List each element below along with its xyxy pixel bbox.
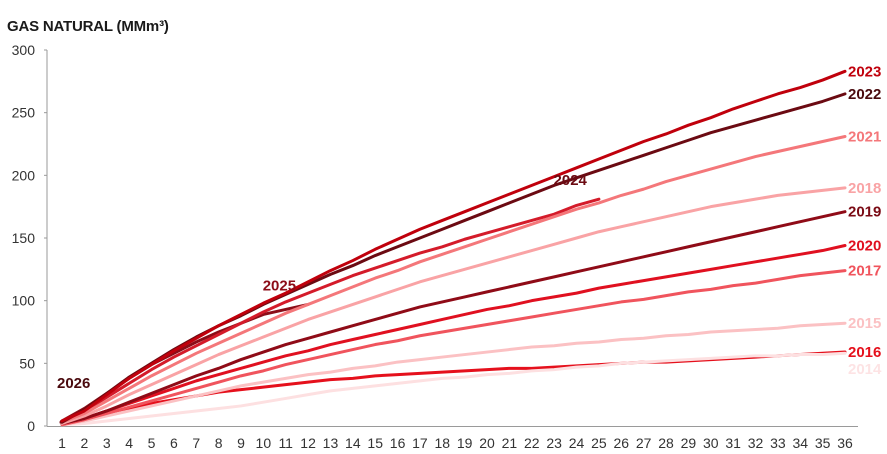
x-tick-label: 7 [192, 435, 200, 451]
series-line-2021 [60, 134, 847, 424]
x-tick-label: 31 [725, 435, 741, 451]
series-label-2024: 2024 [554, 172, 588, 189]
series-label-2021: 2021 [848, 128, 881, 145]
series-line-2017 [60, 269, 847, 427]
x-tick-label: 17 [412, 435, 428, 451]
x-tick-label: 9 [237, 435, 245, 451]
x-tick-label: 2 [80, 435, 88, 451]
series-label-2026: 2026 [57, 375, 90, 392]
x-tick-label: 5 [148, 435, 156, 451]
y-tick-label: 250 [12, 105, 36, 121]
series-label-2018: 2018 [848, 180, 881, 197]
x-tick-label: 12 [300, 435, 316, 451]
series-line-2023 [60, 69, 847, 423]
x-tick-label: 15 [367, 435, 383, 451]
x-tick-label: 23 [546, 435, 562, 451]
x-tick-label: 26 [613, 435, 629, 451]
x-tick-label: 19 [457, 435, 473, 451]
x-tick-label: 16 [390, 435, 406, 451]
series-label-2022: 2022 [848, 86, 881, 103]
x-tick-label: 28 [658, 435, 674, 451]
x-tick-label: 36 [837, 435, 853, 451]
series-label-2023: 2023 [848, 63, 881, 80]
x-tick-label: 11 [278, 435, 293, 451]
x-tick-label: 24 [569, 435, 585, 451]
y-tick-label: 100 [12, 293, 36, 309]
x-tick-label: 32 [748, 435, 764, 451]
series-line-2020 [60, 244, 847, 425]
series-line-2014 [60, 351, 847, 427]
x-tick-label: 10 [256, 435, 272, 451]
x-tick-label: 21 [502, 435, 518, 451]
series-line-2019 [60, 210, 847, 425]
series-label-2014: 2014 [848, 361, 882, 378]
series-line-2024 [60, 197, 601, 423]
x-tick-label: 25 [591, 435, 607, 451]
chart-title: GAS NATURAL (MMm³) [7, 18, 169, 35]
series-line-2015 [60, 321, 847, 427]
series-labels: 2023 2022 2021 2018 2019 2020 2017 2015 20142016… [57, 63, 882, 392]
y-tick-label: 0 [27, 418, 35, 434]
x-tick-label: 30 [703, 435, 719, 451]
series-lines [59, 69, 847, 427]
y-tick-label: 150 [12, 230, 36, 246]
series-label-2020: 2020 [848, 238, 881, 255]
y-tick-label: 200 [12, 167, 36, 183]
x-tick-label: 8 [215, 435, 223, 451]
x-tick-label: 35 [815, 435, 831, 451]
x-tick-label: 27 [636, 435, 652, 451]
series-label-2025: 2025 [263, 277, 296, 294]
series-label-2015: 2015 [848, 315, 881, 332]
x-tick-label: 22 [524, 435, 540, 451]
x-tick-label: 29 [681, 435, 697, 451]
x-tick-label: 4 [125, 435, 133, 451]
x-tick-label: 18 [435, 435, 451, 451]
y-tick-label: 300 [12, 42, 36, 58]
x-tick-label: 34 [792, 435, 808, 451]
x-tick-label: 13 [323, 435, 339, 451]
x-tick-label: 20 [479, 435, 495, 451]
x-tick-label: 3 [103, 435, 111, 451]
y-tick-label: 50 [19, 355, 35, 371]
series-line-2018 [60, 186, 847, 425]
x-tick-label: 14 [345, 435, 361, 451]
x-tick-label: 1 [58, 435, 66, 451]
series-label-2019: 2019 [848, 204, 881, 221]
x-tick-label: 33 [770, 435, 786, 451]
series-label-2017: 2017 [848, 263, 881, 280]
x-tick-label: 6 [170, 435, 178, 451]
series-label-2016: 2016 [848, 344, 881, 361]
